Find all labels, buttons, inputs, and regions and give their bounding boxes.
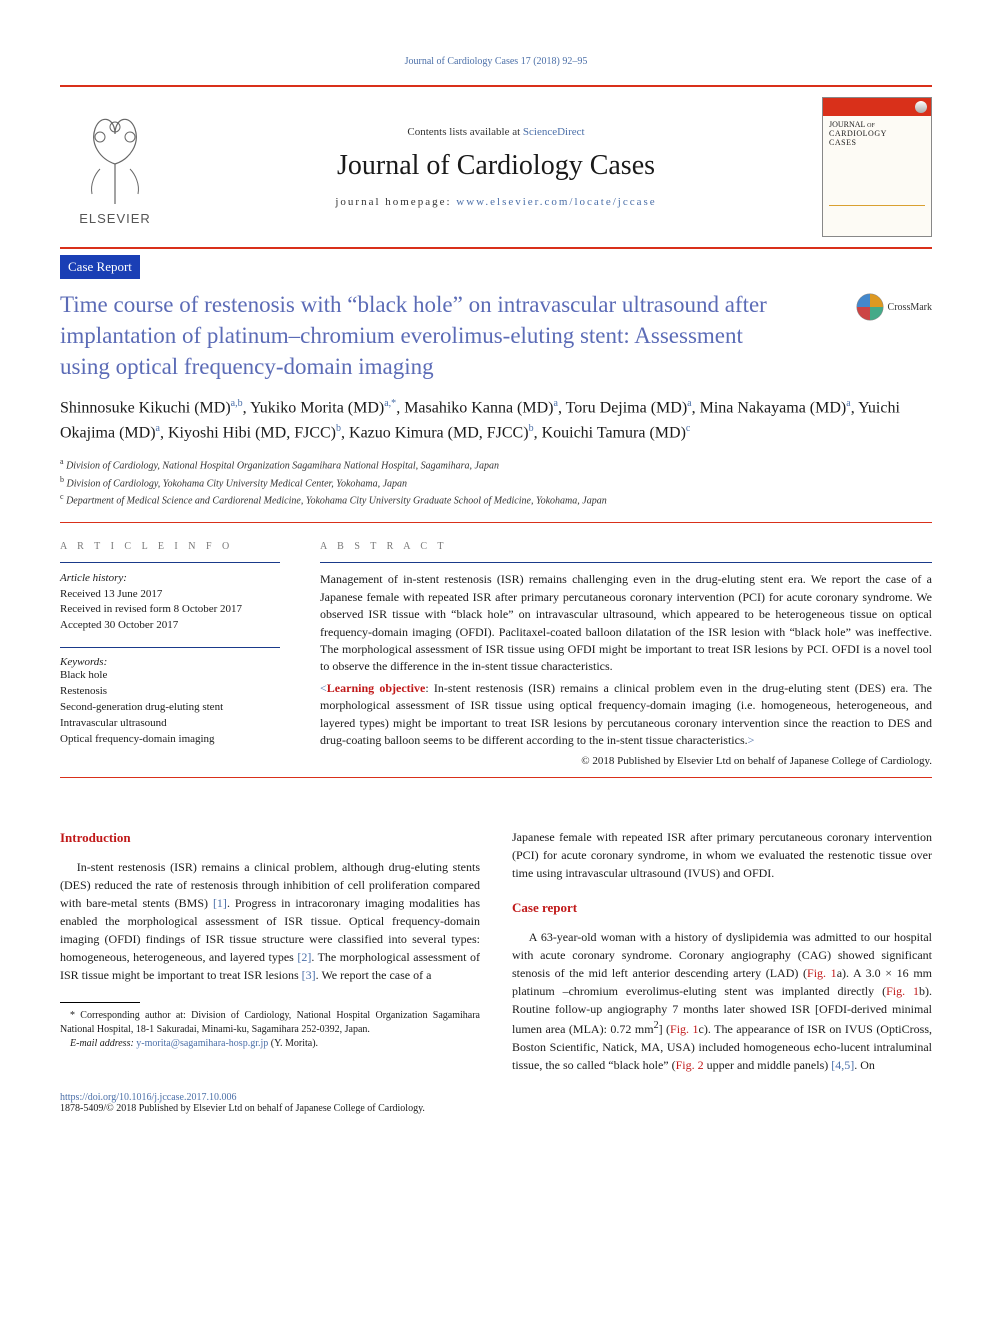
body-col-left: Introduction In-stent restenosis (ISR) r… [60, 828, 480, 1074]
doi-link[interactable]: https://doi.org/10.1016/j.jccase.2017.10… [60, 1092, 236, 1103]
sciencedirect-link[interactable]: ScienceDirect [523, 126, 585, 138]
authors: Shinnosuke Kikuchi (MD)a,b, Yukiko Morit… [60, 396, 932, 446]
footnote-separator [60, 1002, 140, 1003]
masthead: ELSEVIER Contents lists available at Sci… [60, 87, 932, 247]
top-citation: Journal of Cardiology Cases 17 (2018) 92… [60, 56, 932, 67]
learning-objective: <Learning objective: In-stent restenosis… [320, 680, 932, 750]
case-report-paragraph: A 63-year-old woman with a history of dy… [512, 928, 932, 1074]
crossmark-label: CrossMark [888, 302, 932, 313]
doi-line: https://doi.org/10.1016/j.jccase.2017.10… [60, 1092, 932, 1103]
abstract-heading: A B S T R A C T [320, 541, 932, 552]
article-type-badge: Case Report [60, 255, 140, 279]
history-label: Article history: [60, 571, 280, 586]
article-info-heading: A R T I C L E I N F O [60, 541, 280, 552]
journal-homepage: journal homepage: www.elsevier.com/locat… [188, 196, 804, 208]
article-title: Time course of restenosis with “black ho… [60, 289, 780, 382]
introduction-paragraph: In-stent restenosis (ISR) remains a clin… [60, 858, 480, 984]
homepage-link[interactable]: www.elsevier.com/locate/jccase [456, 196, 656, 208]
article-info-column: A R T I C L E I N F O Article history: R… [60, 541, 280, 767]
rule-below-abstract [60, 777, 932, 778]
abstract-copyright: © 2018 Published by Elsevier Ltd on beha… [320, 755, 932, 767]
keywords-label: Keywords: [60, 656, 280, 668]
crossmark-badge[interactable]: CrossMark [856, 293, 932, 321]
crossmark-icon [856, 293, 884, 321]
intro-continuation: Japanese female with repeated ISR after … [512, 828, 932, 882]
body-col-right: Japanese female with repeated ISR after … [512, 828, 932, 1074]
email-note: E-mail address: y-morita@sagamihara-hosp… [60, 1037, 480, 1051]
publisher-logo: ELSEVIER [60, 109, 170, 226]
introduction-heading: Introduction [60, 828, 480, 848]
abstract-text: Management of in-stent restenosis (ISR) … [320, 571, 932, 675]
abstract-column: A B S T R A C T Management of in-stent r… [320, 541, 932, 767]
journal-title: Journal of Cardiology Cases [188, 150, 804, 182]
body-columns: Introduction In-stent restenosis (ISR) r… [60, 828, 932, 1074]
corresponding-author-note: * Corresponding author at: Division of C… [60, 1009, 480, 1037]
publisher-name: ELSEVIER [79, 211, 151, 226]
journal-cover-thumb: JOURNAL of CARDIOLOGY CASES [822, 97, 932, 237]
contents-line: Contents lists available at ScienceDirec… [188, 126, 804, 138]
author-email-link[interactable]: y-morita@sagamihara-hosp.gr.jp [136, 1038, 268, 1049]
case-report-heading: Case report [512, 898, 932, 918]
elsevier-tree-icon [70, 109, 160, 209]
rule-above-abstract [60, 522, 932, 523]
affiliations: a Division of Cardiology, National Hospi… [60, 456, 932, 508]
issn-line: 1878-5409/© 2018 Published by Elsevier L… [60, 1103, 932, 1114]
